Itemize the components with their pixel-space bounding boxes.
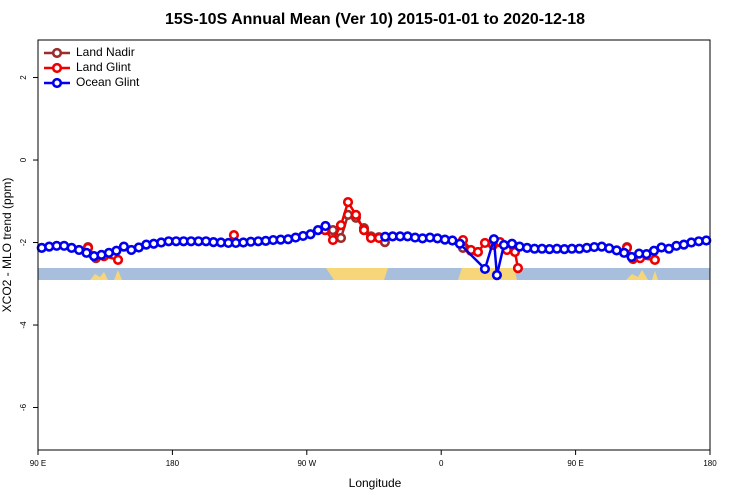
land	[626, 270, 648, 280]
point	[335, 220, 347, 231]
legend-marker	[51, 77, 63, 89]
chart-title: 15S-10S Annual Mean (Ver 10) 2015-01-01 …	[165, 11, 585, 28]
x-tick-label: 180	[703, 459, 717, 468]
plot-frame	[37, 39, 711, 451]
point	[312, 225, 324, 236]
x-tick-label: 90 W	[297, 459, 316, 468]
point	[228, 230, 240, 241]
land	[326, 268, 388, 280]
legend-marker	[51, 47, 63, 59]
y-axis-label: XCO2 - MLO trend (ppm)	[0, 178, 14, 313]
land	[114, 270, 122, 280]
land	[652, 271, 658, 280]
point	[498, 239, 510, 251]
point	[111, 245, 122, 256]
point	[479, 237, 491, 249]
point	[649, 254, 660, 265]
y-tick-label: 2	[19, 75, 28, 80]
point	[454, 238, 465, 249]
point	[335, 232, 347, 244]
point	[112, 254, 124, 265]
y-tick-label: -2	[19, 238, 28, 246]
x-axis-label: Longitude	[349, 476, 402, 490]
point	[491, 270, 503, 281]
point	[619, 247, 630, 258]
legend-label: Ocean Glint	[76, 75, 140, 89]
point	[350, 209, 362, 220]
y-tick-label: -6	[19, 403, 28, 411]
point	[327, 234, 339, 246]
y-tick-label: 0	[19, 157, 28, 162]
land	[458, 268, 517, 280]
x-tick-label: 90 E	[567, 459, 583, 468]
point	[358, 225, 370, 236]
x-tick-label: 90 E	[30, 459, 46, 468]
point	[305, 229, 316, 240]
plot-area	[36, 197, 712, 281]
x-tick-label: 0	[439, 459, 444, 468]
point	[701, 235, 712, 246]
legend-label: Land Nadir	[76, 45, 135, 59]
legend-marker	[51, 62, 63, 74]
y-tick-label: -4	[19, 321, 28, 329]
point	[488, 234, 500, 245]
legend-label: Land Glint	[76, 60, 131, 74]
point	[479, 263, 491, 275]
point	[365, 232, 377, 244]
land	[90, 272, 108, 280]
x-tick-label: 180	[166, 459, 180, 468]
point	[320, 220, 331, 232]
map-strip	[38, 268, 710, 280]
point	[512, 262, 524, 274]
point	[472, 246, 484, 258]
point	[342, 197, 354, 208]
